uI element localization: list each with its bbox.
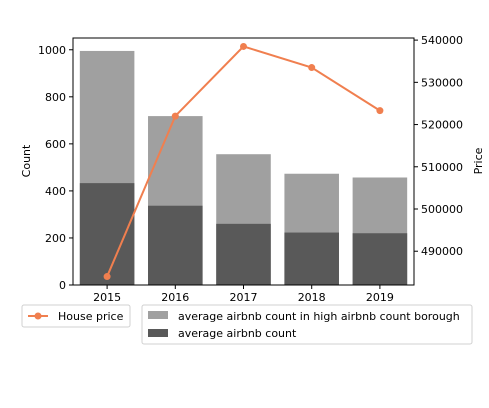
y-axis-right: 490000 500000 510000 520000 530000 540000 xyxy=(414,34,463,258)
x-axis: 2015 2016 2017 2018 2019 xyxy=(93,285,394,304)
house-price-point-2017 xyxy=(240,42,247,50)
legend-swatch-high xyxy=(148,311,168,319)
y-axis-left: 0 200 400 600 800 1000 xyxy=(38,44,73,292)
x-tick-label-2015: 2015 xyxy=(93,291,121,304)
x-tick-label-2019: 2019 xyxy=(366,291,394,304)
y2-axis-label: Price xyxy=(472,147,485,174)
bar-avg-2018 xyxy=(284,232,339,285)
bar-avg-2017 xyxy=(216,223,271,285)
y-tick-label-600: 600 xyxy=(45,138,66,151)
bars-layer xyxy=(79,50,408,285)
y2-tick-label-490000: 490000 xyxy=(421,245,463,258)
y2-tick-label-500000: 500000 xyxy=(421,203,463,216)
legend-bars-frame xyxy=(141,304,473,345)
legend-line: House price xyxy=(21,304,131,328)
legend-swatch-avg xyxy=(148,329,168,337)
y-axis-label: Count xyxy=(20,144,33,177)
y-tick-label-400: 400 xyxy=(45,185,66,198)
legend-label-high: average airbnb count in high airbnb coun… xyxy=(178,310,460,323)
y2-tick-label-540000: 540000 xyxy=(421,34,463,47)
legend-label-avg: average airbnb count xyxy=(178,327,297,340)
legend-line-marker xyxy=(34,312,42,320)
legend-line-label: House price xyxy=(58,310,124,323)
y-tick-label-800: 800 xyxy=(45,91,66,104)
x-tick-label-2016: 2016 xyxy=(161,291,189,304)
bar-avg-2016 xyxy=(148,205,203,285)
house-price-point-2016 xyxy=(171,112,179,120)
y-tick-label-1000: 1000 xyxy=(38,44,66,57)
y-tick-label-200: 200 xyxy=(45,232,66,245)
y-tick-label-0: 0 xyxy=(59,279,66,292)
line-layer xyxy=(103,42,384,281)
bar-avg-2019 xyxy=(352,233,408,285)
x-tick-label-2018: 2018 xyxy=(298,291,326,304)
y2-tick-label-530000: 530000 xyxy=(421,76,463,89)
legend-line-frame xyxy=(21,304,131,328)
x-tick-label-2017: 2017 xyxy=(230,291,258,304)
y2-tick-label-520000: 520000 xyxy=(421,119,463,132)
house-price-point-2018 xyxy=(308,64,316,72)
y2-tick-label-510000: 510000 xyxy=(421,161,463,174)
house-price-point-2015 xyxy=(103,273,111,281)
house-price-point-2019 xyxy=(376,107,384,115)
legend-bars: average airbnb count in high airbnb coun… xyxy=(141,304,473,345)
